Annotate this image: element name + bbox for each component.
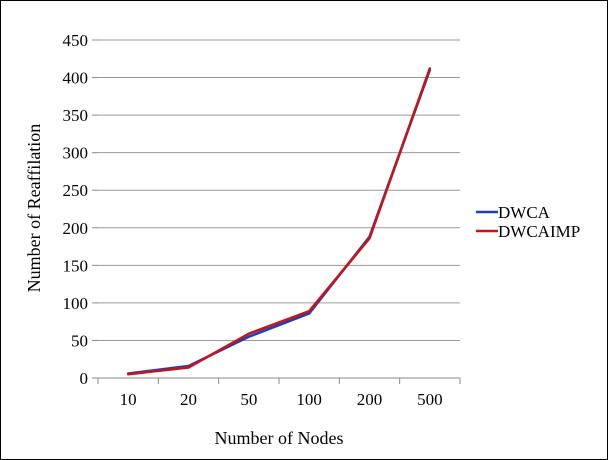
y-tick-label-50: 50 — [71, 331, 88, 350]
y-tick-labels: 0 50 100 150 200 250 300 350 400 450 — [63, 31, 89, 388]
x-tick-label-100: 100 — [296, 390, 322, 409]
series-line-dwcaimp — [126, 67, 432, 376]
y-tick-label-450: 450 — [63, 31, 89, 50]
y-tick-label-300: 300 — [63, 144, 89, 163]
series-lines — [126, 67, 432, 376]
y-tick-label-100: 100 — [63, 294, 89, 313]
y-tick-label-200: 200 — [63, 219, 89, 238]
y-tick-label-250: 250 — [63, 181, 89, 200]
x-tick-label-10: 10 — [120, 390, 137, 409]
x-axis-title: Number of Nodes — [215, 428, 344, 448]
legend-label-dwca: DWCA — [498, 203, 551, 222]
y-tick-label-350: 350 — [63, 106, 89, 125]
x-tick-label-500: 500 — [417, 390, 443, 409]
y-tick-label-150: 150 — [63, 256, 89, 275]
y-axis-title: Number of Reaffilation — [24, 124, 44, 293]
x-tick-labels: 10 20 50 100 200 500 — [120, 390, 443, 409]
x-tick-label-200: 200 — [357, 390, 383, 409]
x-tick-label-50: 50 — [240, 390, 257, 409]
y-tick-label-400: 400 — [63, 69, 89, 88]
gridlines — [92, 39, 461, 384]
x-tick-label-20: 20 — [180, 390, 197, 409]
y-tick-label-0: 0 — [80, 369, 89, 388]
legend-label-dwcaimp: DWCAIMP — [498, 222, 580, 241]
